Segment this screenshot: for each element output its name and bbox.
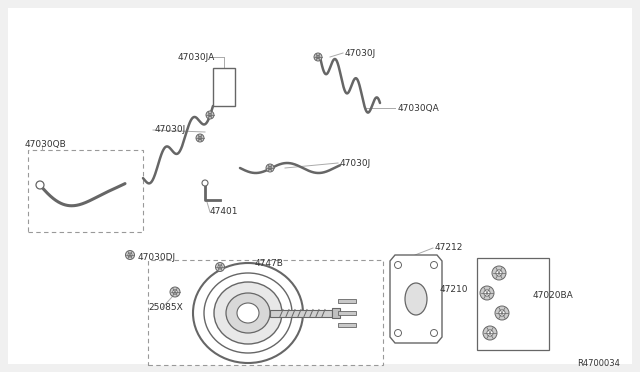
Circle shape xyxy=(218,265,222,269)
Bar xyxy=(338,311,356,315)
Circle shape xyxy=(496,270,502,276)
Circle shape xyxy=(394,262,401,269)
Text: 47020BA: 47020BA xyxy=(533,292,573,301)
Text: 47030QA: 47030QA xyxy=(398,103,440,112)
Text: 47030DJ: 47030DJ xyxy=(138,253,176,263)
Text: 47030QB: 47030QB xyxy=(25,141,67,150)
Bar xyxy=(477,258,549,350)
Circle shape xyxy=(216,263,225,272)
Circle shape xyxy=(484,290,490,296)
Bar xyxy=(338,323,356,327)
Ellipse shape xyxy=(226,293,270,333)
Circle shape xyxy=(314,53,322,61)
Circle shape xyxy=(208,113,212,117)
Text: R4700034: R4700034 xyxy=(577,359,620,369)
Ellipse shape xyxy=(237,303,259,323)
Bar xyxy=(338,299,356,303)
Circle shape xyxy=(266,164,274,172)
Circle shape xyxy=(125,250,134,260)
Circle shape xyxy=(202,180,208,186)
Circle shape xyxy=(173,290,177,294)
Circle shape xyxy=(492,266,506,280)
Circle shape xyxy=(394,330,401,337)
Ellipse shape xyxy=(214,282,282,344)
Ellipse shape xyxy=(405,283,427,315)
Text: 47030J: 47030J xyxy=(155,125,186,135)
Circle shape xyxy=(196,134,204,142)
Ellipse shape xyxy=(204,273,292,353)
Bar xyxy=(28,150,143,232)
Circle shape xyxy=(206,111,214,119)
Circle shape xyxy=(170,287,180,297)
Circle shape xyxy=(499,310,505,316)
Circle shape xyxy=(128,253,132,257)
Circle shape xyxy=(487,330,493,336)
Text: 25085X: 25085X xyxy=(148,304,183,312)
Polygon shape xyxy=(390,255,442,343)
Text: 4747B: 4747B xyxy=(255,259,284,267)
Circle shape xyxy=(36,181,44,189)
Text: 47212: 47212 xyxy=(435,244,463,253)
Circle shape xyxy=(431,330,438,337)
Bar xyxy=(332,308,340,318)
Text: 47030J: 47030J xyxy=(340,158,371,167)
Circle shape xyxy=(268,166,272,170)
Bar xyxy=(148,260,383,365)
Text: 47030JA: 47030JA xyxy=(178,52,215,61)
Circle shape xyxy=(431,262,438,269)
Circle shape xyxy=(198,136,202,140)
Text: 47210: 47210 xyxy=(440,285,468,295)
Text: 47030J: 47030J xyxy=(345,48,376,58)
Text: 47401: 47401 xyxy=(210,208,239,217)
Bar xyxy=(213,68,235,106)
Circle shape xyxy=(495,306,509,320)
Circle shape xyxy=(483,326,497,340)
Bar xyxy=(270,310,332,317)
Circle shape xyxy=(480,286,494,300)
Circle shape xyxy=(316,55,320,59)
Ellipse shape xyxy=(193,263,303,363)
